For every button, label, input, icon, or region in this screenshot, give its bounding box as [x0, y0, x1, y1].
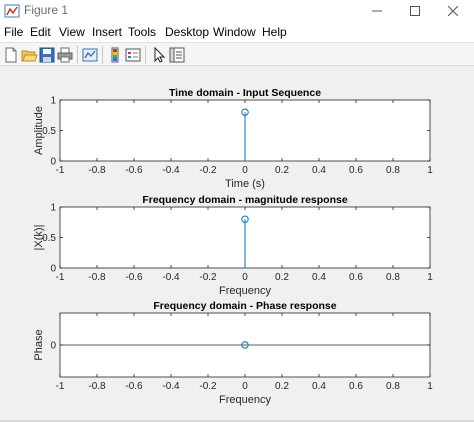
x-tick-label: 1 — [427, 272, 433, 283]
x-tick-label: 0.2 — [275, 165, 289, 176]
close-button[interactable] — [434, 0, 472, 22]
maximize-icon — [410, 6, 420, 16]
property-inspector-icon[interactable] — [168, 46, 186, 64]
x-tick-label: 1 — [427, 165, 433, 176]
y-tick-label: 0.5 — [42, 233, 56, 244]
new-figure-icon[interactable] — [2, 46, 20, 64]
x-tick-label: -1 — [56, 165, 65, 176]
x-tick-label: -0.4 — [162, 381, 180, 392]
toolbar-separator — [77, 46, 78, 64]
x-tick-label: -0.2 — [199, 381, 217, 392]
menu-insert[interactable]: Insert — [92, 25, 123, 39]
y-tick-label: 0 — [50, 264, 56, 275]
x-tick-label: 1 — [427, 381, 433, 392]
x-axis-label: Frequency — [219, 394, 271, 406]
x-tick-label: 0.2 — [275, 381, 289, 392]
y-tick-label: 0 — [50, 157, 56, 168]
minimize-button[interactable] — [358, 0, 396, 22]
x-tick-label: 0 — [242, 165, 248, 176]
figure-canvas[interactable]: Time domain - Input Sequence -1 -0.8 -0.6 -0… — [0, 66, 474, 422]
x-tick-label: 0.4 — [312, 381, 326, 392]
menu-help[interactable]: Help — [262, 25, 287, 39]
x-tick-label: 0.6 — [349, 165, 363, 176]
x-axis-label: Frequency — [219, 285, 271, 297]
window-title: Figure 1 — [24, 3, 69, 17]
stem-marker — [241, 215, 249, 223]
menu-desktop[interactable]: Desktop — [165, 25, 210, 39]
menu-window[interactable]: Window — [213, 25, 256, 39]
x-tick-label: -0.8 — [88, 165, 106, 176]
x-tick-label: 0.2 — [275, 272, 289, 283]
x-tick-label: 0.8 — [386, 165, 400, 176]
x-tick-label: -0.6 — [125, 381, 143, 392]
x-tick-label: 0.6 — [349, 381, 363, 392]
axes-title: Frequency domain - Phase response — [153, 300, 336, 312]
x-tick-label: -1 — [56, 272, 65, 283]
x-tick-label: -0.2 — [199, 272, 217, 283]
title-bar: Figure 1 — [0, 0, 474, 22]
print-icon[interactable] — [56, 46, 74, 64]
insert-legend-icon[interactable] — [124, 46, 142, 64]
x-tick-label: -0.4 — [162, 165, 180, 176]
y-axis-label: Amplitude — [33, 106, 45, 155]
toolbar-separator — [145, 46, 146, 64]
menu-tools[interactable]: Tools — [128, 25, 157, 39]
save-icon[interactable] — [38, 46, 56, 64]
x-tick-label: -0.8 — [88, 381, 106, 392]
menu-edit[interactable]: Edit — [30, 25, 51, 39]
y-axis-label: |X(k)| — [33, 225, 45, 251]
x-tick-label: -0.6 — [125, 272, 143, 283]
matlab-figure-icon — [4, 4, 20, 18]
window-bottom-border — [0, 420, 474, 422]
menu-bar: File Edit View Insert Tools Desktop Wind… — [0, 22, 474, 42]
stem-marker — [241, 341, 249, 349]
toolbar-separator — [102, 46, 103, 64]
minimize-icon — [372, 10, 382, 12]
menu-view[interactable]: View — [59, 25, 85, 39]
y-axis-label: Phase — [33, 329, 45, 360]
insert-colorbar-icon[interactable] — [106, 46, 124, 64]
toolbar — [0, 42, 474, 66]
axes-title: Time domain - Input Sequence — [169, 87, 321, 99]
x-tick-label: 0.8 — [386, 381, 400, 392]
x-tick-label: -0.8 — [88, 272, 106, 283]
figure-plots: Time domain - Input Sequence -1 -0.8 -0.6 -0… — [33, 87, 433, 406]
x-tick-label: -0.2 — [199, 165, 217, 176]
open-file-icon[interactable] — [20, 46, 38, 64]
x-tick-label: 0 — [242, 272, 248, 283]
x-tick-label: 0 — [242, 381, 248, 392]
x-tick-label: 0.4 — [312, 165, 326, 176]
x-tick-label: 0.8 — [386, 272, 400, 283]
x-tick-label: -0.6 — [125, 165, 143, 176]
x-axis-label: Time (s) — [225, 178, 265, 190]
y-tick-label: 0.5 — [42, 126, 56, 137]
x-tick-label: -1 — [56, 381, 65, 392]
menu-file[interactable]: File — [4, 25, 24, 39]
stem-marker — [241, 108, 249, 116]
y-tick-label: 1 — [50, 203, 56, 214]
close-icon — [448, 6, 458, 16]
axes-title: Frequency domain - magnitude response — [142, 194, 348, 206]
y-tick-label: 1 — [50, 96, 56, 107]
maximize-button[interactable] — [396, 0, 434, 22]
link-plot-icon[interactable] — [81, 46, 99, 64]
x-tick-label: 0.6 — [349, 272, 363, 283]
edit-plot-icon[interactable] — [150, 46, 168, 64]
y-tick-label: 0 — [50, 341, 56, 352]
x-tick-label: -0.4 — [162, 272, 180, 283]
x-tick-label: 0.4 — [312, 272, 326, 283]
